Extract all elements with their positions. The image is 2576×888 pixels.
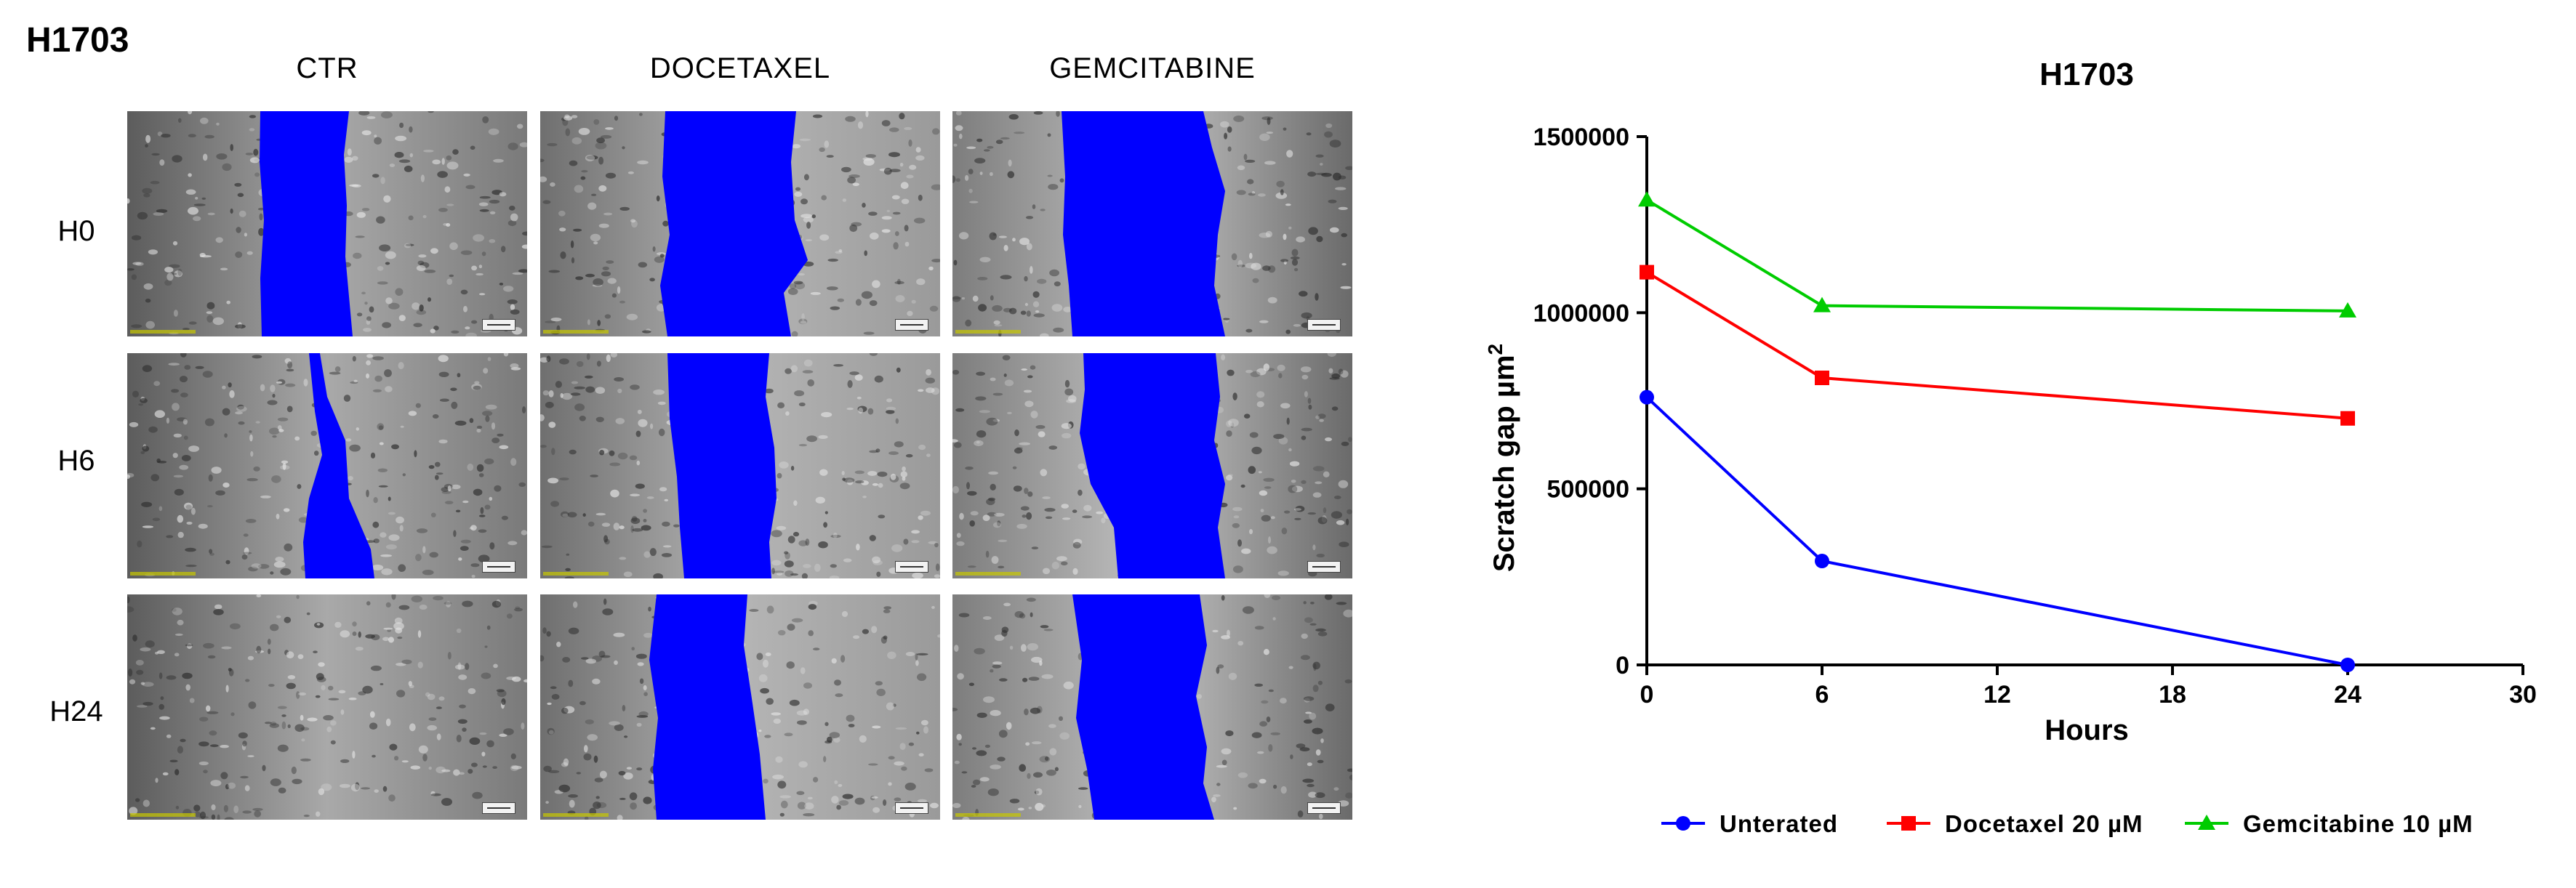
x-axis-title: Hours (2045, 714, 2129, 746)
data-point (1815, 554, 1829, 569)
micrograph-caption-mark (955, 813, 1021, 817)
data-point (2198, 815, 2215, 830)
chart-series (1638, 191, 2356, 672)
x-tick-label: 12 (1983, 681, 2011, 709)
micrograph-texture (127, 353, 527, 578)
data-point (1676, 816, 1690, 831)
micrograph-caption-mark (955, 330, 1021, 334)
micrograph-texture (540, 111, 940, 336)
legend-entry: Docetaxel 20 µM (1887, 810, 2143, 837)
y-axis-title: Scratch gap µm2 (1484, 344, 1520, 572)
micrograph-texture (952, 594, 1352, 820)
y-axis-title-superscript: 2 (1484, 344, 1506, 355)
scale-bar (895, 319, 928, 331)
y-tick-label: 500000 (1547, 476, 1629, 504)
data-point (2339, 302, 2356, 318)
micrograph-h0-docetaxel (540, 111, 940, 336)
micrograph-texture (952, 353, 1352, 578)
scale-bar (895, 802, 928, 814)
x-tick-label: 30 (2509, 681, 2537, 709)
micrograph-texture (127, 111, 527, 336)
chart-title: H1703 (2039, 57, 2134, 92)
series-2 (1638, 191, 2356, 318)
series-0 (1640, 389, 2355, 672)
scratch-gap-region (260, 111, 353, 336)
legend-label: Unterated (1720, 810, 1838, 837)
panel-title: H1703 (26, 21, 129, 60)
x-tick-label: 24 (2334, 681, 2362, 709)
scale-bar (1307, 319, 1341, 331)
series-1 (1640, 265, 2355, 426)
row-label-h6: H6 (57, 445, 95, 477)
scratch-gap-region (660, 111, 808, 336)
x-tick-label: 18 (2159, 681, 2186, 709)
scratch-gap-chart: H1703 0 500000 1000000 1500000 0 6 12 18 24 30 Ho… (1484, 57, 2537, 837)
series-line (1645, 270, 2348, 420)
data-point (1815, 370, 1829, 385)
data-point (1813, 296, 1831, 312)
micrograph-h24-docetaxel (540, 594, 940, 820)
legend-entry: Gemcitabine 10 µM (2185, 810, 2473, 837)
data-point (2340, 658, 2355, 672)
scale-bar (1307, 802, 1341, 814)
column-label-docetaxel: DOCETAXEL (649, 52, 831, 84)
micrograph-h6-ctr (127, 353, 527, 578)
row-label-h24: H24 (49, 695, 103, 727)
scratch-gap-region (1062, 111, 1225, 336)
scale-bar (482, 802, 515, 814)
scratch-gap-region (1072, 594, 1214, 820)
chart-axes: 0 500000 1000000 1500000 0 6 12 18 24 30 (1533, 124, 2537, 709)
x-tick-label: 0 (1640, 681, 1654, 709)
series-line (1645, 198, 2348, 312)
legend-entry: Unterated (1661, 810, 1838, 837)
data-point (1640, 389, 1654, 405)
data-point (2340, 411, 2355, 426)
scale-bar (895, 561, 928, 573)
micrograph-caption-mark (955, 572, 1021, 576)
scratch-gap-region (649, 594, 766, 820)
row-label-h0: H0 (57, 215, 95, 247)
micrograph-h6-docetaxel (540, 353, 940, 578)
data-point (1638, 191, 1656, 207)
micrograph-h24-ctr (127, 594, 527, 820)
data-point (1901, 816, 1916, 831)
micrograph-h6-gemcitabine (952, 353, 1352, 578)
legend-label: Gemcitabine 10 µM (2243, 810, 2473, 837)
series-line (1645, 396, 2348, 666)
micrograph-caption-mark (130, 813, 196, 817)
y-tick-label: 1000000 (1533, 299, 1629, 327)
micrograph-texture (540, 594, 940, 820)
scratch-gap-region (1080, 353, 1225, 578)
micrograph-caption-mark (543, 572, 609, 576)
x-tick-label: 6 (1815, 681, 1829, 709)
y-tick-label: 0 (1616, 652, 1629, 679)
column-label-gemcitabine: GEMCITABINE (1049, 52, 1256, 84)
micrograph-texture (127, 594, 527, 820)
micrograph-h0-ctr (127, 111, 527, 336)
micrograph-h24-gemcitabine (952, 594, 1352, 820)
micrograph-caption-mark (130, 572, 196, 576)
micrograph-h0-gemcitabine (952, 111, 1352, 336)
chart-legend: Unterated Docetaxel 20 µM Gemcitabine 10 µ… (1661, 810, 2473, 837)
micrograph-caption-mark (130, 330, 196, 334)
scale-bar (482, 561, 515, 573)
scale-bar (482, 319, 515, 331)
micrograph-caption-mark (543, 330, 609, 334)
scratch-gap-region (667, 353, 777, 578)
y-tick-label: 1500000 (1533, 124, 1629, 151)
scale-bar (1307, 561, 1341, 573)
legend-label: Docetaxel 20 µM (1945, 810, 2143, 837)
micrograph-texture (952, 111, 1352, 336)
column-label-ctr: CTR (296, 52, 358, 84)
micrograph-texture (540, 353, 940, 578)
data-point (1640, 265, 1654, 280)
micrograph-caption-mark (543, 813, 609, 817)
scratch-gap-region (303, 353, 374, 578)
y-axis-title-text: Scratch gap µm (1488, 355, 1520, 572)
